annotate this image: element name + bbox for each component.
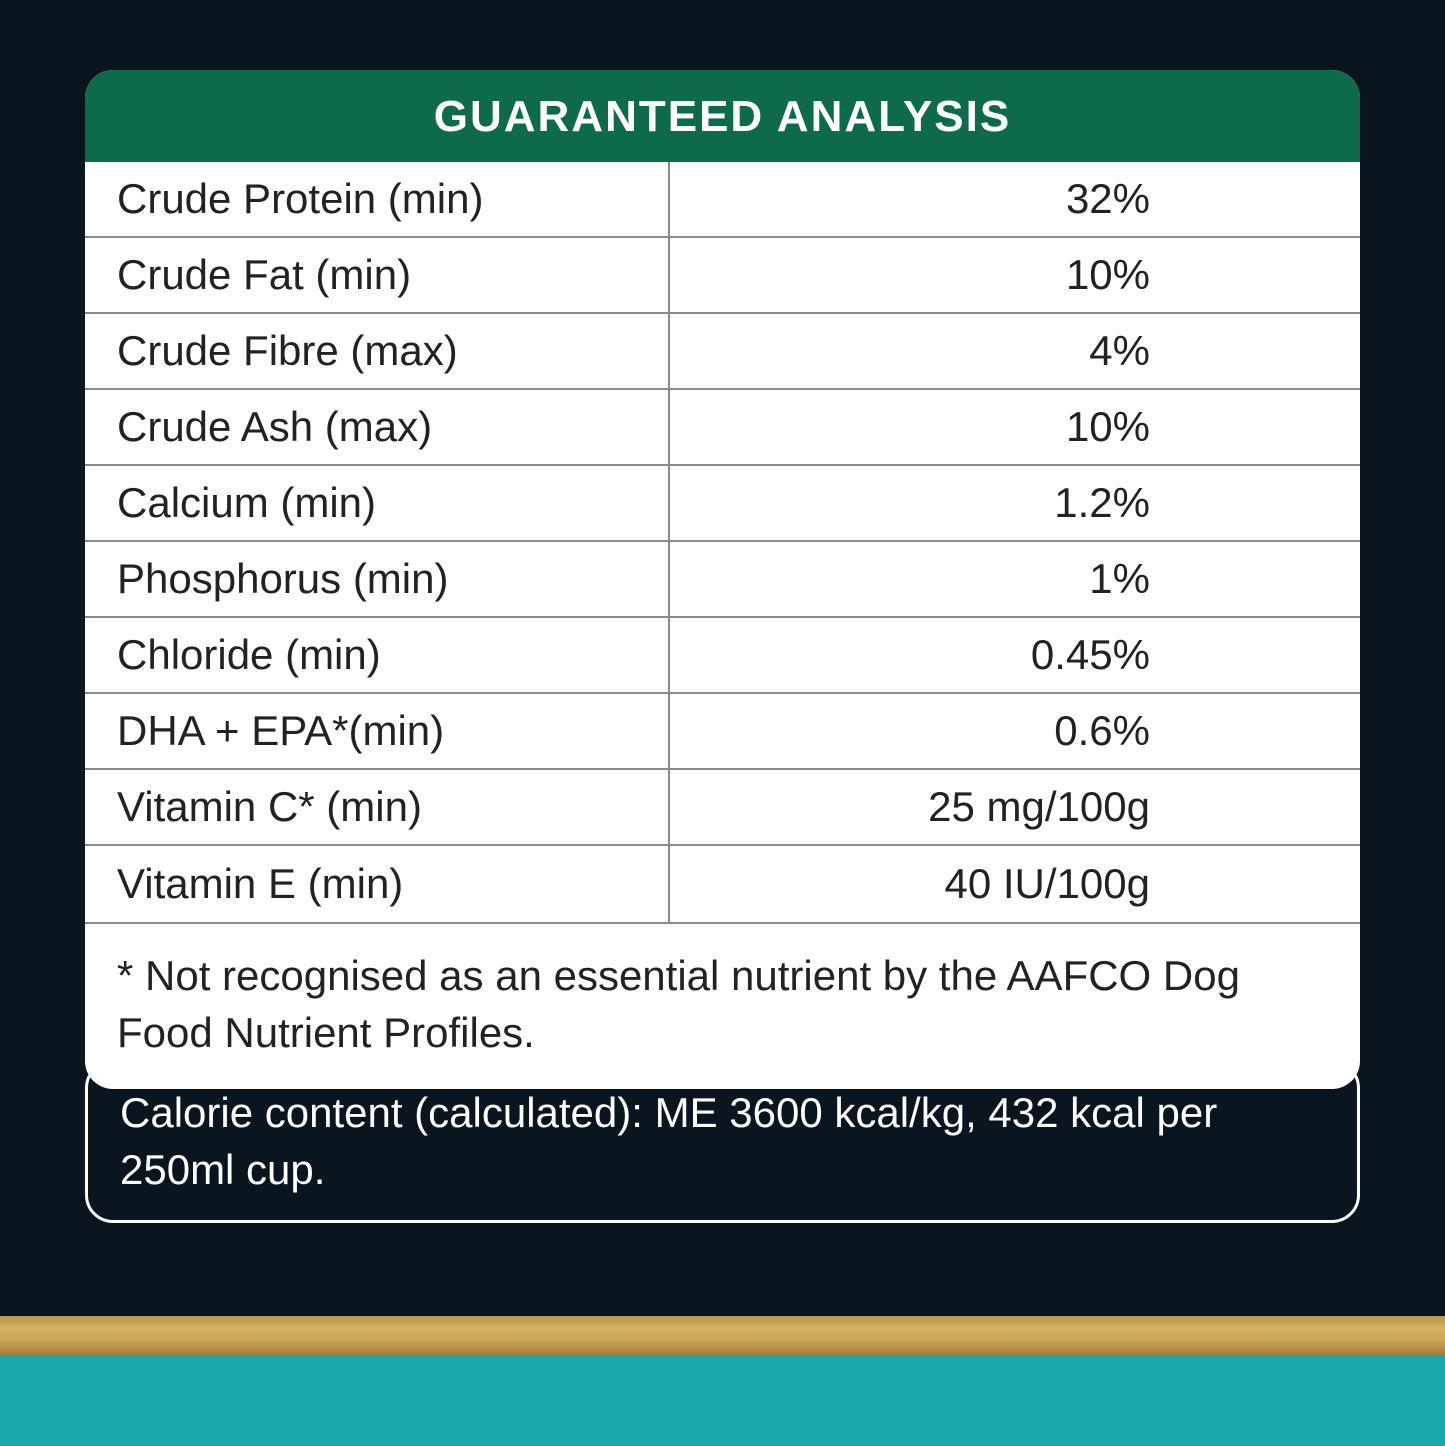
nutrient-label: Crude Fibre (max): [85, 314, 670, 388]
table-row: Phosphorus (min) 1%: [85, 542, 1360, 618]
teal-footer: [0, 1356, 1445, 1446]
table-row: Vitamin C* (min) 25 mg/100g: [85, 770, 1360, 846]
nutrient-label: DHA + EPA*(min): [85, 694, 670, 768]
nutrient-value: 1.2%: [670, 479, 1360, 527]
nutrient-value: 4%: [670, 327, 1360, 375]
analysis-rows: Crude Protein (min) 32% Crude Fat (min) …: [85, 162, 1360, 922]
table-row: Calcium (min) 1.2%: [85, 466, 1360, 542]
nutrient-value: 10%: [670, 403, 1360, 451]
calorie-box: Calorie content (calculated): ME 3600 kc…: [85, 1060, 1360, 1223]
nutrient-value: 10%: [670, 251, 1360, 299]
nutrient-label: Vitamin C* (min): [85, 770, 670, 844]
nutrient-label: Chloride (min): [85, 618, 670, 692]
nutrient-value: 0.6%: [670, 707, 1360, 755]
nutrient-label: Crude Ash (max): [85, 390, 670, 464]
nutrient-value: 40 IU/100g: [670, 860, 1360, 908]
nutrient-label: Crude Protein (min): [85, 162, 670, 236]
table-row: Crude Ash (max) 10%: [85, 390, 1360, 466]
analysis-panel: GUARANTEED ANALYSIS Crude Protein (min) …: [85, 70, 1360, 1089]
nutrient-value: 0.45%: [670, 631, 1360, 679]
nutrient-label: Phosphorus (min): [85, 542, 670, 616]
nutrient-value: 1%: [670, 555, 1360, 603]
table-row: Crude Protein (min) 32%: [85, 162, 1360, 238]
table-row: DHA + EPA*(min) 0.6%: [85, 694, 1360, 770]
nutrient-label: Crude Fat (min): [85, 238, 670, 312]
nutrient-value: 25 mg/100g: [670, 783, 1360, 831]
nutrient-value: 32%: [670, 175, 1360, 223]
gold-divider: [0, 1316, 1445, 1356]
table-row: Chloride (min) 0.45%: [85, 618, 1360, 694]
nutrient-label: Vitamin E (min): [85, 846, 670, 922]
nutrient-label: Calcium (min): [85, 466, 670, 540]
table-row: Crude Fibre (max) 4%: [85, 314, 1360, 390]
panel-title: GUARANTEED ANALYSIS: [85, 70, 1360, 162]
table-row: Crude Fat (min) 10%: [85, 238, 1360, 314]
table-row: Vitamin E (min) 40 IU/100g: [85, 846, 1360, 922]
